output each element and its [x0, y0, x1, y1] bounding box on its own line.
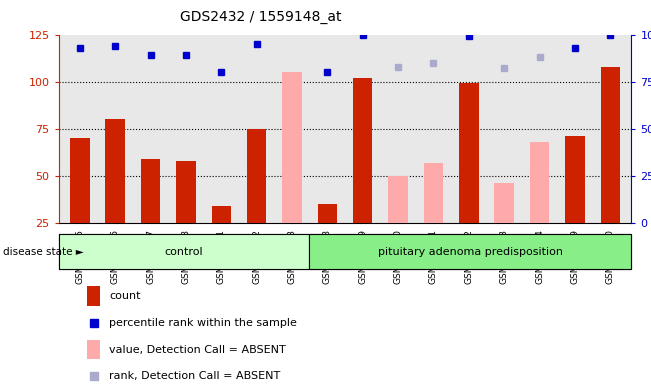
Bar	[70, 138, 90, 223]
Text: percentile rank within the sample: percentile rank within the sample	[109, 318, 297, 328]
Text: pituitary adenoma predisposition: pituitary adenoma predisposition	[378, 247, 563, 257]
Text: control: control	[165, 247, 203, 257]
Text: GDS2432 / 1559148_at: GDS2432 / 1559148_at	[180, 10, 341, 23]
Bar	[459, 83, 478, 223]
Bar	[176, 161, 195, 223]
Bar	[389, 176, 408, 223]
Bar	[318, 204, 337, 223]
Bar	[600, 66, 620, 223]
Bar	[565, 136, 585, 223]
Bar	[495, 183, 514, 223]
Text: disease state ►: disease state ►	[3, 247, 84, 257]
Bar	[309, 234, 631, 269]
Bar	[353, 78, 372, 223]
Text: rank, Detection Call = ABSENT: rank, Detection Call = ABSENT	[109, 371, 280, 381]
Bar	[105, 119, 125, 223]
Bar	[424, 162, 443, 223]
Text: value, Detection Call = ABSENT: value, Detection Call = ABSENT	[109, 344, 286, 354]
Bar	[283, 72, 301, 223]
Bar	[141, 159, 160, 223]
Bar	[530, 142, 549, 223]
Bar	[87, 286, 100, 306]
Bar	[247, 129, 266, 223]
Bar	[59, 234, 309, 269]
Bar	[87, 340, 100, 359]
Text: count: count	[109, 291, 141, 301]
Bar	[212, 206, 231, 223]
